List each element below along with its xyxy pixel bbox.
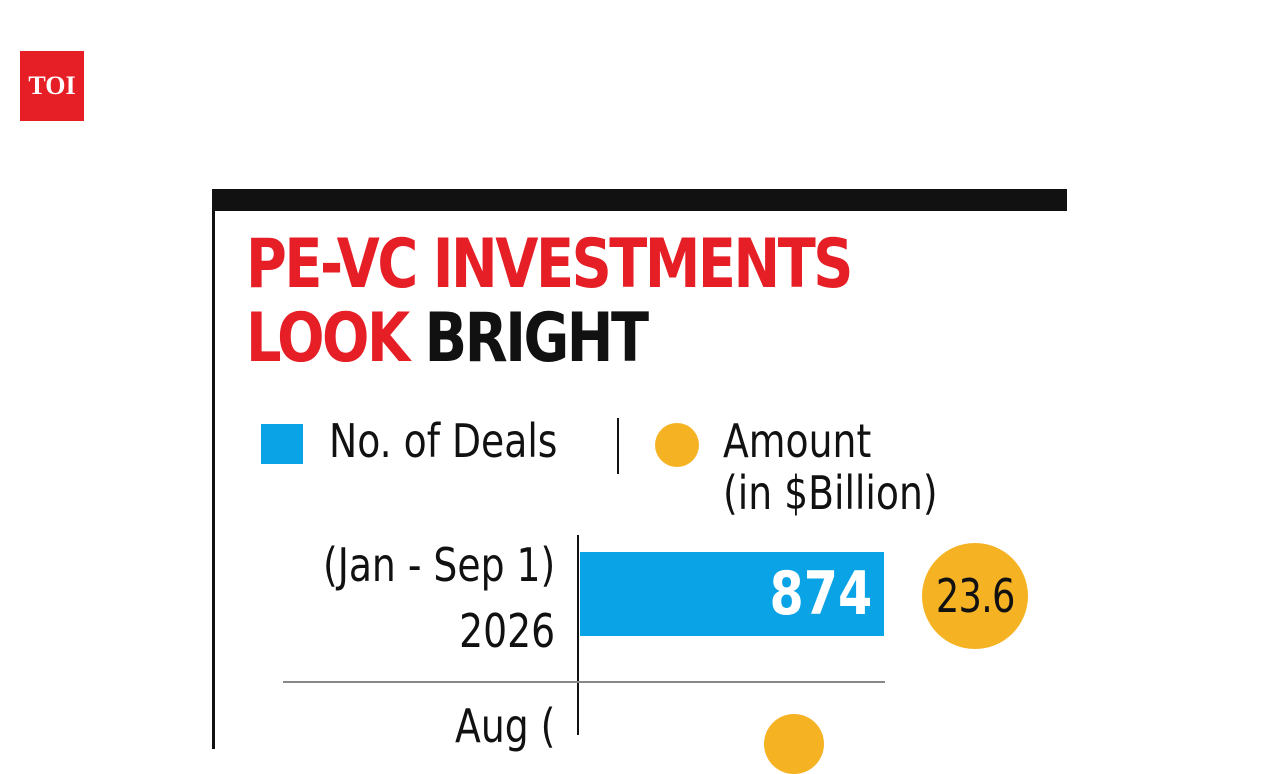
legend-amount-unit: (in $Billion) [723, 466, 938, 520]
legend-deals-swatch [261, 424, 303, 464]
amount-bubble-partial [764, 714, 824, 774]
deals-bar [580, 552, 884, 636]
title-word-look: LOOK [246, 299, 410, 378]
legend-amount-swatch [655, 423, 699, 467]
legend-separator [617, 418, 619, 474]
category-label-1-line-1: (Jan - Sep 1) [322, 538, 555, 592]
title-line-1: PE-VC INVESTMENTS [246, 225, 853, 304]
category-label-2-line-1: Aug ( [454, 699, 555, 753]
header-rule [212, 189, 1067, 211]
legend-amount-label: Amount [723, 414, 872, 468]
title-line-2: LOOK BRIGHT [246, 302, 851, 376]
amount-bubble: 23.6 [922, 543, 1028, 649]
title-word-bright: BRIGHT [424, 299, 649, 378]
category-label-1-line-2: 2026 [458, 604, 555, 658]
row-divider [283, 681, 885, 683]
legend-deals-label: No. of Deals [329, 414, 558, 468]
category-axis-line [577, 535, 579, 735]
amount-value-label: 23.6 [935, 569, 1016, 623]
chart-title: PE-VC INVESTMENTS LOOK BRIGHT [246, 225, 853, 376]
deals-value-label: 874 [769, 559, 872, 629]
toi-logo[interactable]: TOI [20, 51, 84, 121]
infographic-card [212, 189, 1071, 749]
